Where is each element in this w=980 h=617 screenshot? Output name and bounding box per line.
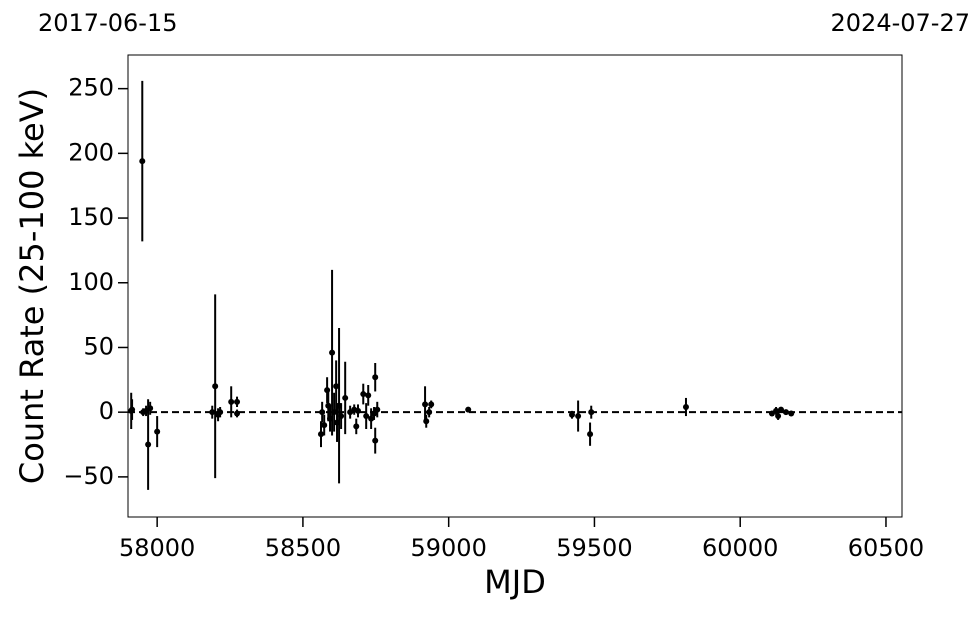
y-axis-label: Count Rate (25-100 keV): [13, 88, 51, 484]
data-point: [374, 406, 381, 413]
data-point: [342, 394, 349, 401]
data-point: [426, 409, 433, 416]
data-point: [317, 431, 324, 438]
data-point: [365, 392, 372, 399]
data-point: [788, 410, 795, 417]
y-tick-label: 0: [99, 397, 114, 425]
y-tick-label: 100: [68, 268, 114, 296]
data-point: [782, 409, 789, 416]
x-tick-label: 59500: [556, 534, 632, 562]
date-left: 2017-06-15: [38, 9, 177, 37]
data-point: [338, 413, 345, 420]
x-tick-label: 60500: [848, 534, 924, 562]
data-point: [145, 441, 152, 448]
data-point: [588, 409, 595, 416]
x-axis-label: MJD: [484, 563, 546, 601]
data-point: [333, 383, 340, 390]
data-point: [422, 401, 429, 408]
data-point: [428, 401, 435, 408]
data-point: [423, 418, 430, 425]
y-tick-label: 50: [83, 332, 114, 360]
x-tick-label: 58500: [265, 534, 341, 562]
data-point: [682, 404, 689, 410]
data-point: [154, 428, 161, 435]
data-point: [147, 405, 154, 412]
data-point: [139, 158, 146, 165]
data-point: [234, 410, 241, 417]
data-point: [568, 411, 575, 418]
data-point: [209, 409, 216, 416]
date-right: 2024-07-27: [831, 9, 970, 37]
data-point: [129, 406, 136, 413]
x-tick-label: 59000: [410, 534, 486, 562]
data-point: [228, 398, 235, 405]
data-point: [363, 413, 370, 420]
data-point: [372, 437, 379, 444]
data-point: [372, 374, 379, 381]
y-tick-label: 250: [68, 74, 114, 102]
data-point: [355, 407, 362, 414]
data-point: [778, 406, 785, 413]
plot-frame: [127, 54, 903, 518]
data-point: [319, 409, 326, 416]
data-point: [217, 409, 224, 416]
data-point: [465, 406, 472, 413]
data-point: [353, 423, 360, 430]
data-point: [321, 422, 328, 429]
data-point: [360, 391, 367, 398]
data-point: [234, 398, 241, 405]
data-point: [775, 413, 782, 420]
data-point: [587, 431, 594, 438]
data-point: [368, 415, 375, 422]
data-point: [575, 413, 582, 420]
y-tick-label: −50: [63, 462, 114, 490]
y-tick-label: 150: [68, 203, 114, 231]
data-point: [212, 383, 219, 390]
data-point: [329, 349, 336, 356]
y-tick-label: 200: [68, 138, 114, 166]
x-tick-label: 60000: [702, 534, 778, 562]
x-tick-label: 58000: [119, 534, 195, 562]
